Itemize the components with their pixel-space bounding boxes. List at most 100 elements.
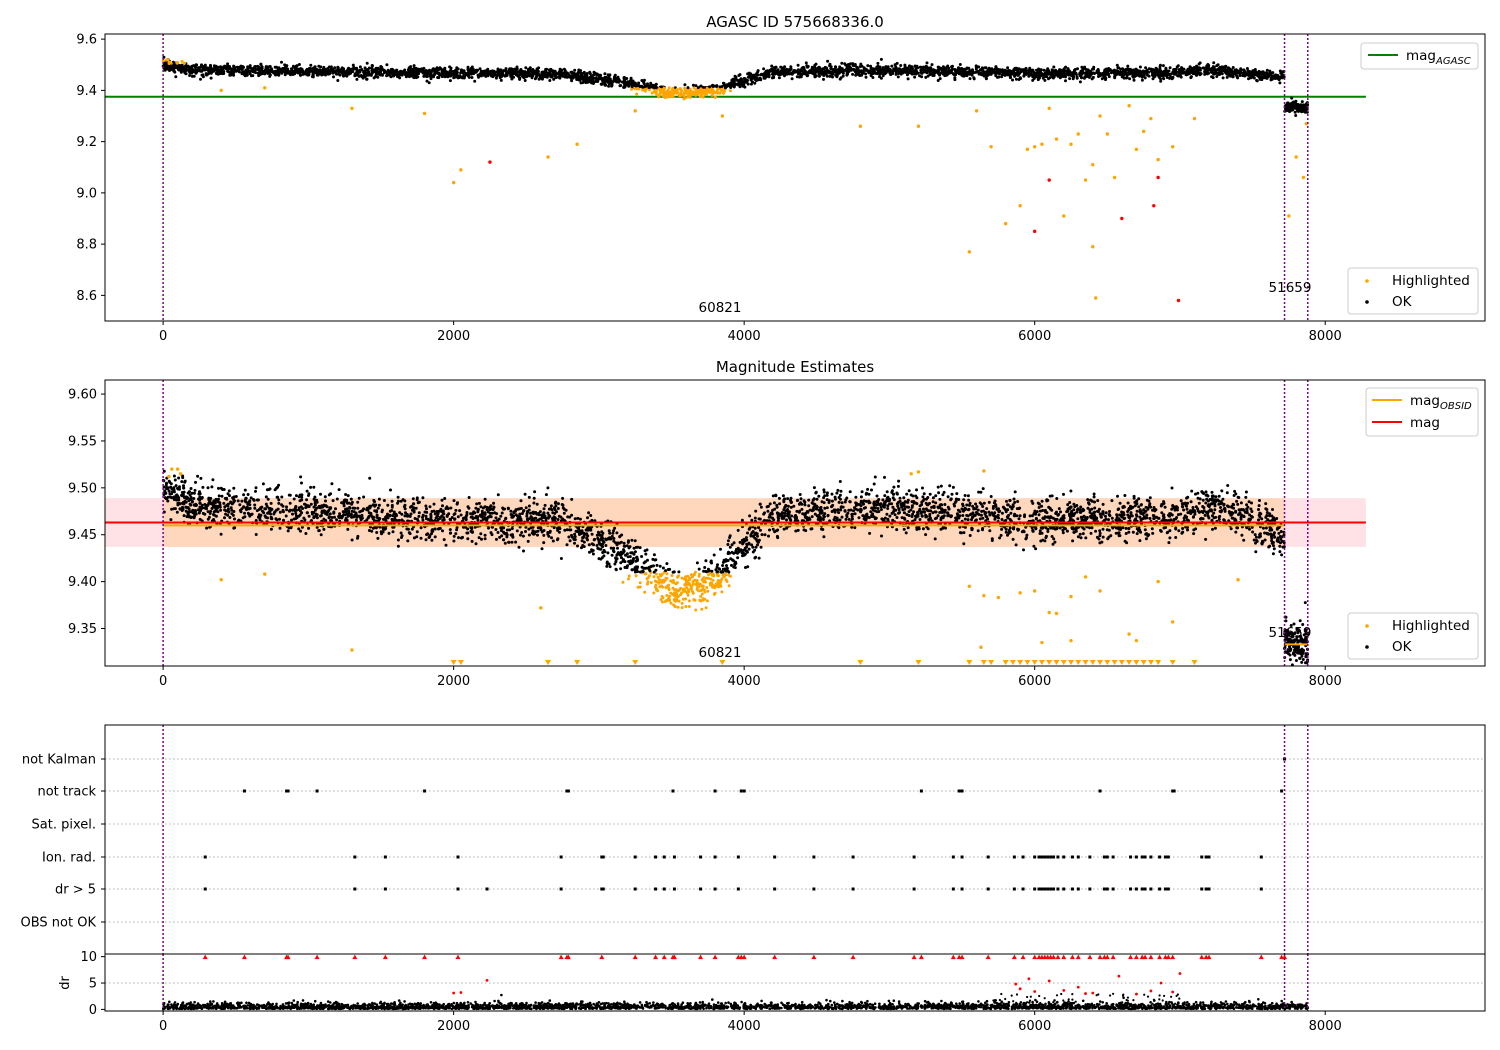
outlier-highlighted <box>633 109 637 113</box>
data-point <box>498 73 502 77</box>
data-point <box>1089 71 1093 75</box>
data-point <box>592 73 596 77</box>
data-point <box>470 539 474 543</box>
data-point <box>1250 72 1254 76</box>
data-point <box>675 88 679 91</box>
data-point <box>353 67 357 70</box>
data-point <box>558 73 562 77</box>
outlier-highlighted <box>1054 137 1059 141</box>
data-point <box>667 93 671 97</box>
data-point <box>1158 65 1162 69</box>
data-point <box>851 62 855 66</box>
data-point <box>201 73 205 77</box>
data-point <box>351 63 355 67</box>
data-point <box>1238 69 1242 73</box>
data-point <box>549 73 553 77</box>
data-point <box>1035 73 1039 76</box>
data-point <box>429 77 433 81</box>
data-point <box>435 66 439 70</box>
data-point <box>1238 74 1242 77</box>
data-point <box>1016 71 1020 75</box>
data-point <box>206 510 210 514</box>
data-point <box>667 86 671 90</box>
data-point <box>219 70 223 74</box>
data-point <box>1107 75 1111 79</box>
data-point <box>231 68 235 72</box>
outlier-highlighted <box>1003 221 1008 226</box>
data-point <box>1126 64 1130 68</box>
data-point <box>1297 109 1301 113</box>
data-point <box>950 67 954 71</box>
data-point <box>963 517 967 521</box>
data-point <box>741 79 745 83</box>
data-point <box>871 76 875 79</box>
data-point <box>851 72 855 76</box>
data-point <box>437 76 441 80</box>
data-point <box>1230 68 1233 72</box>
data-point <box>847 64 851 67</box>
data-point <box>797 69 801 73</box>
data-point <box>280 71 284 75</box>
data-point <box>1022 74 1026 78</box>
data-point <box>474 506 478 510</box>
data-point <box>710 93 714 97</box>
data-point <box>367 71 371 75</box>
data-point <box>215 71 219 75</box>
data-point <box>665 594 669 597</box>
data-point <box>974 65 978 69</box>
outlier-highlighted <box>1287 214 1291 218</box>
data-point <box>756 543 759 547</box>
data-point <box>249 496 253 500</box>
panel-agasc-xtick-label: 8000 <box>1309 329 1342 344</box>
data-point <box>529 73 533 77</box>
data-point <box>1190 71 1194 74</box>
data-point <box>884 65 888 69</box>
data-point <box>1025 533 1029 537</box>
data-point <box>204 72 208 76</box>
data-point <box>1121 67 1125 71</box>
data-point <box>563 528 567 532</box>
data-point <box>1117 507 1121 511</box>
data-point <box>543 74 547 78</box>
data-point <box>563 73 567 77</box>
data-point <box>1212 72 1216 76</box>
data-point <box>268 68 272 72</box>
data-point <box>201 67 205 71</box>
data-point <box>1031 74 1035 77</box>
data-point <box>570 79 574 83</box>
data-point <box>805 64 809 68</box>
outlier-highlighted <box>989 145 993 149</box>
data-point <box>1165 76 1169 79</box>
legend-mag-agasc: magAGASC <box>1406 48 1471 67</box>
data-point <box>184 72 188 76</box>
data-point <box>441 529 444 533</box>
data-point <box>1133 72 1137 76</box>
data-point <box>1138 65 1142 69</box>
data-point <box>499 78 503 82</box>
data-point <box>831 75 834 79</box>
data-point <box>958 525 962 529</box>
data-point <box>1168 76 1172 80</box>
data-point <box>188 65 192 69</box>
data-point <box>380 67 384 71</box>
data-point <box>779 69 783 73</box>
data-point <box>786 71 789 75</box>
data-point <box>301 70 305 74</box>
data-point <box>626 555 630 559</box>
data-point <box>958 63 962 66</box>
outlier-red <box>1047 178 1051 182</box>
data-point <box>606 73 610 77</box>
data-point <box>1099 515 1103 519</box>
data-point <box>628 555 632 559</box>
data-point <box>504 67 508 71</box>
data-point <box>753 81 757 85</box>
data-point <box>1072 502 1076 506</box>
data-point <box>579 69 583 73</box>
data-point <box>486 70 489 74</box>
data-point <box>181 67 185 71</box>
data-point <box>1177 68 1181 72</box>
data-point <box>825 68 829 72</box>
data-point <box>854 73 858 77</box>
data-point <box>960 68 964 71</box>
data-point <box>253 506 257 510</box>
